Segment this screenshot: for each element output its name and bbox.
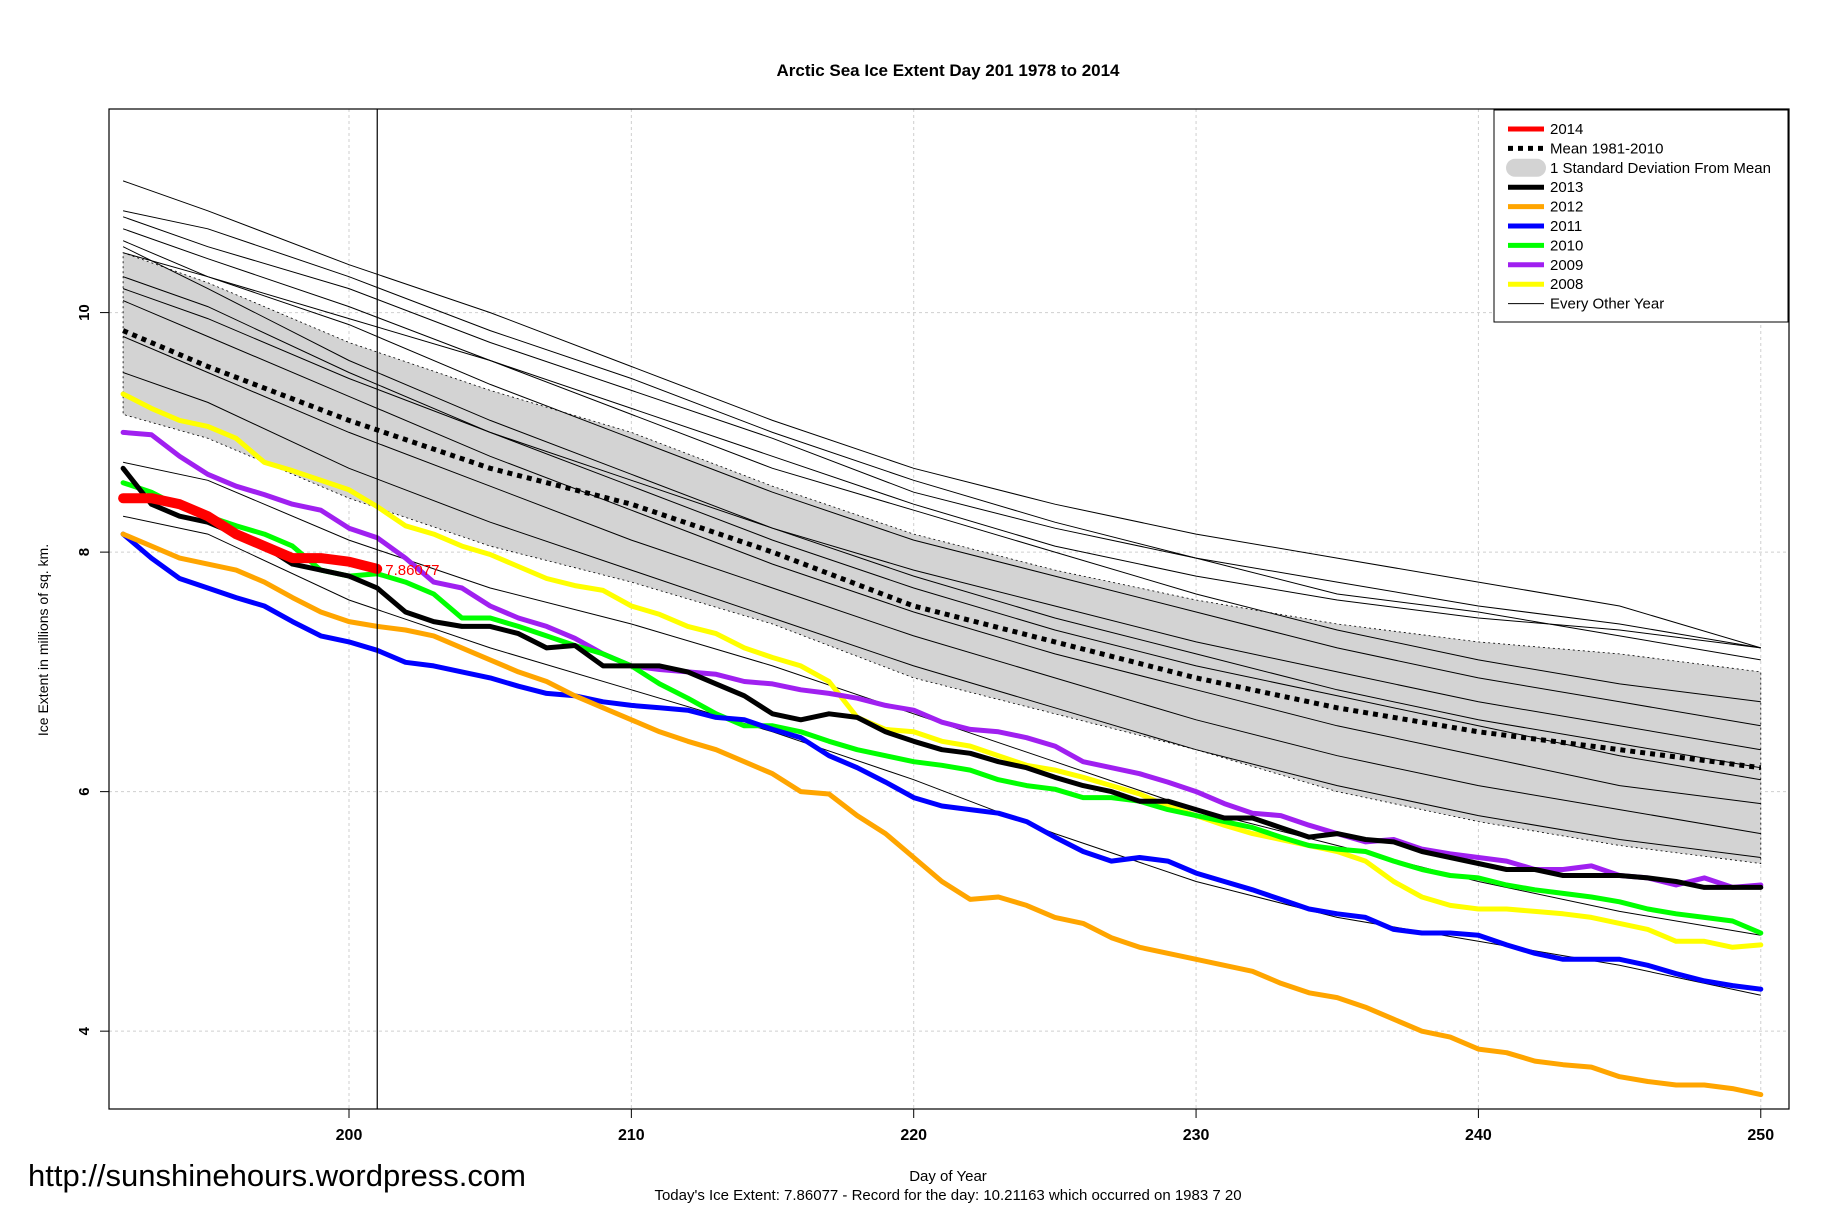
caption: Today's Ice Extent: 7.86077 - Record for… xyxy=(654,1187,1241,1204)
other-year-line-6 xyxy=(122,246,1761,769)
series-line-2008 xyxy=(120,391,1764,950)
y-axis-label: Ice Extent in millions of sq. km. xyxy=(35,544,51,736)
y-tick-label: 8 xyxy=(76,548,93,556)
legend-box xyxy=(1493,109,1789,323)
legend-label: 2014 xyxy=(1550,121,1583,138)
legend: 2014 Mean 1981-2010 1 Standard Deviation F… xyxy=(1493,109,1789,323)
legend-label: Mean 1981-2010 xyxy=(1550,140,1663,157)
std-band xyxy=(122,252,1762,864)
other-year-line-13 xyxy=(122,180,1761,649)
legend-swatch xyxy=(1506,158,1546,177)
other-year-line-11 xyxy=(122,461,1761,936)
x-tick-label: 210 xyxy=(618,1127,645,1144)
mean-layer xyxy=(122,328,1762,771)
x-axis-label: Day of Year xyxy=(909,1168,987,1185)
y-tick-label: 10 xyxy=(76,304,93,321)
x-tick-label: 200 xyxy=(336,1127,363,1144)
legend-label: 2009 xyxy=(1550,257,1583,274)
other-year-line-8 xyxy=(122,300,1761,805)
other-year-line-7 xyxy=(122,276,1761,781)
chart-title: Arctic Sea Ice Extent Day 201 1978 to 20… xyxy=(776,61,1120,80)
other-year-line-4 xyxy=(122,228,1761,703)
x-tick-label: 220 xyxy=(900,1127,927,1144)
legend-label: 2010 xyxy=(1550,237,1583,254)
other-year-line-14 xyxy=(122,288,1761,751)
other-year-line-5 xyxy=(122,240,1761,727)
every-other-year-layer xyxy=(122,180,1761,996)
x-tick-label: 230 xyxy=(1183,1127,1210,1144)
other-year-line-2 xyxy=(122,252,1761,649)
y-tick-label: 6 xyxy=(76,787,93,795)
other-year-line-3 xyxy=(122,210,1761,661)
current-value-label: 7.86077 xyxy=(385,562,439,579)
legend-label: 1 Standard Deviation From Mean xyxy=(1550,160,1771,177)
series-line-2010 xyxy=(120,480,1764,936)
legend-label: 2013 xyxy=(1550,179,1583,196)
axes: 200 210 220 230 240 250 4 6 8 10 xyxy=(76,108,1790,1144)
other-year-line-9 xyxy=(122,336,1761,835)
series-line-2013 xyxy=(120,465,1764,890)
series-line-2009 xyxy=(120,429,1764,890)
other-year-line-10 xyxy=(122,372,1761,858)
std-band-layer xyxy=(122,252,1762,864)
legend-label: 2011 xyxy=(1550,218,1582,235)
y-tick-label: 4 xyxy=(76,1026,93,1035)
x-tick-label: 240 xyxy=(1465,1127,1492,1144)
source-url: http://sunshinehours.wordpress.com xyxy=(28,1158,526,1193)
series-line-2012 xyxy=(120,531,1764,1098)
marker-layer: 7.86077 xyxy=(376,109,439,1109)
series-layer xyxy=(118,391,1764,1098)
series-line-2011 xyxy=(120,531,1764,992)
legend-label: 2008 xyxy=(1550,276,1583,293)
legend-label: Every Other Year xyxy=(1550,296,1664,313)
legend-label: 2012 xyxy=(1550,199,1583,216)
plot-frame xyxy=(108,108,1790,1110)
mean-line xyxy=(122,328,1762,771)
other-year-line-12 xyxy=(122,515,1761,996)
series-line-2014 xyxy=(118,493,383,574)
x-tick-label: 250 xyxy=(1747,1127,1774,1144)
other-year-line-1 xyxy=(122,216,1761,649)
